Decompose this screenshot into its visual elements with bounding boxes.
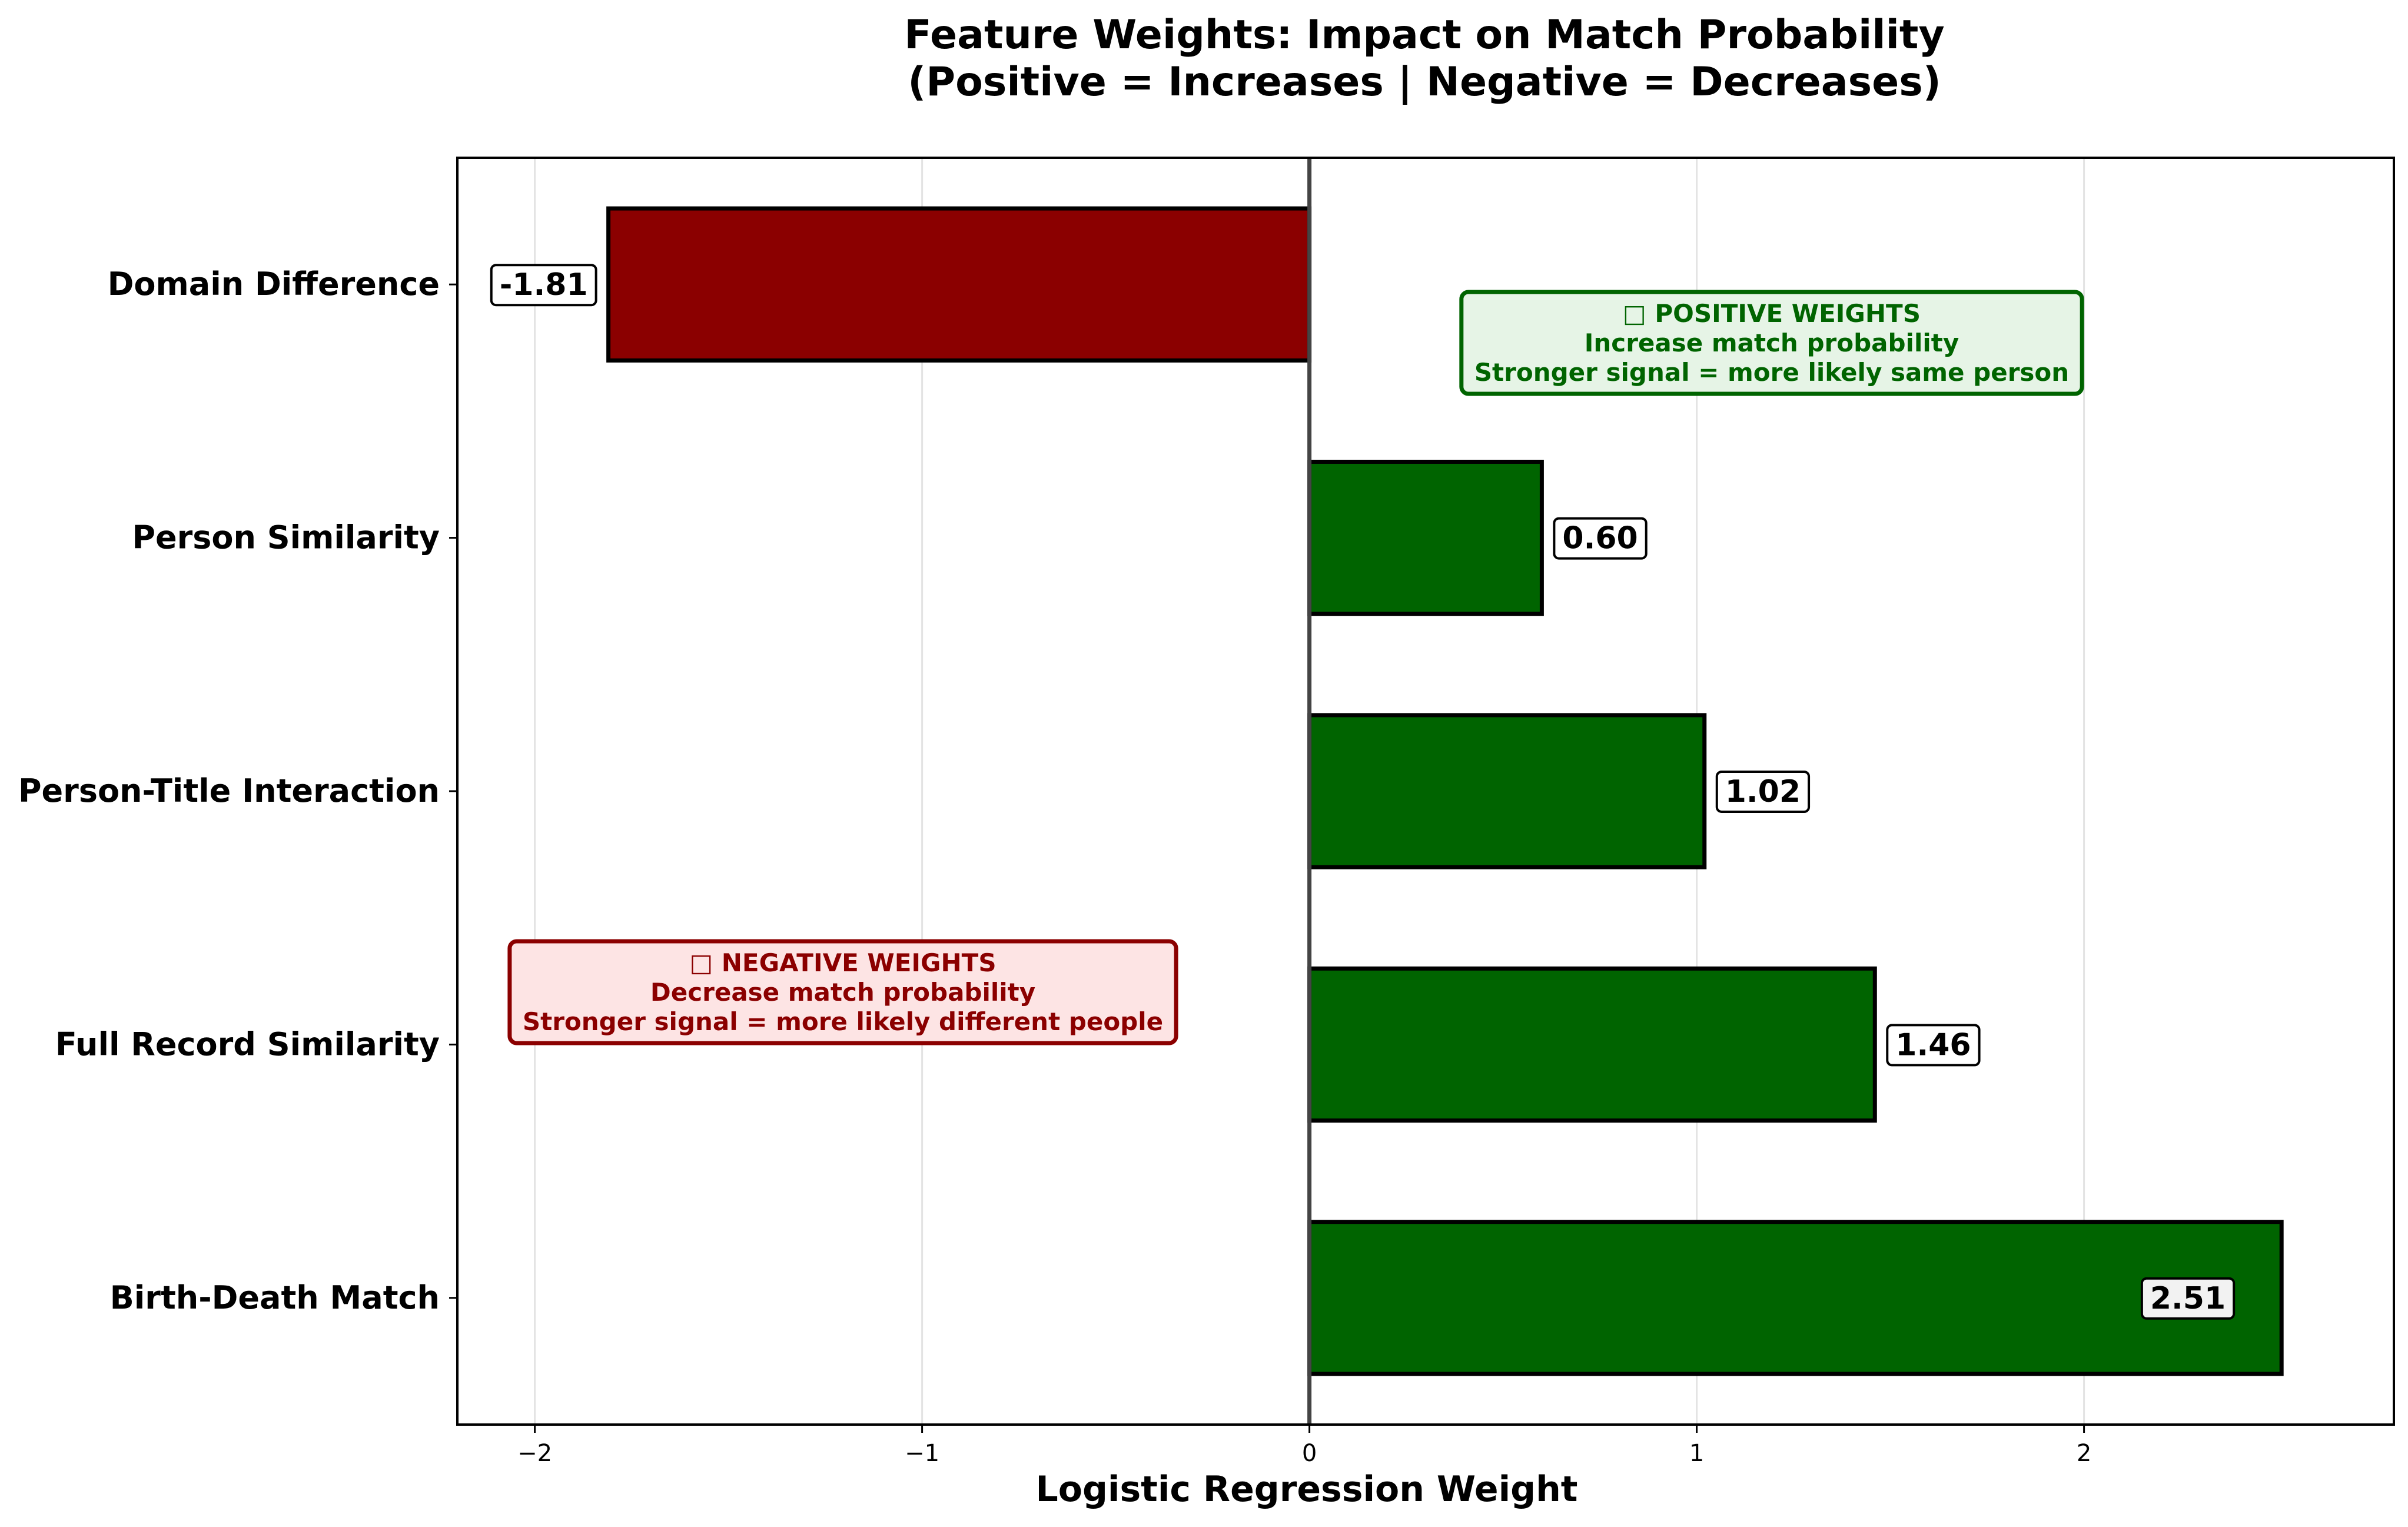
value-label-box [1553, 517, 1648, 560]
value-label: -1.81 [490, 264, 597, 307]
value-label-box [2140, 1277, 2236, 1320]
category-label: Birth-Death Match [110, 1279, 440, 1316]
chart-title: Feature Weights: Impact on Match Probabi… [904, 12, 1944, 58]
value-label-text: 1.46 [1895, 1027, 1971, 1063]
bar-full-record-similarity [1307, 966, 1877, 1123]
x-tick-label: −1 [905, 1440, 939, 1467]
x-tick-label: 0 [1302, 1440, 1317, 1467]
value-label-text: 2.51 [2150, 1281, 2226, 1316]
positive-weights-annotation-line: □ POSITIVE WEIGHTS [1623, 299, 1921, 328]
bar-person-title-interaction [1307, 713, 1707, 869]
value-label: 1.46 [1886, 1024, 1981, 1067]
category-label: Person-Title Interaction [18, 772, 440, 809]
value-label-box [1886, 1024, 1981, 1067]
chart-subtitle: (Positive = Increases | Negative = Decre… [908, 59, 1941, 105]
positive-weights-annotation-line: Stronger signal = more likely same perso… [1474, 358, 2069, 387]
value-label: 2.51 [2140, 1277, 2236, 1320]
positive-weights-annotation-line: Increase match probability [1585, 328, 1959, 357]
value-label-box [490, 264, 597, 307]
value-label: 1.02 [1715, 771, 1811, 813]
y-axis-categories: Domain Difference Person Similarity Person… [18, 265, 457, 1316]
bar-person-similarity [1307, 459, 1544, 616]
negative-weights-annotation-line: Decrease match probability [650, 978, 1035, 1007]
x-axis-label: Logistic Regression Weight [1036, 1469, 1578, 1510]
bar-birth-death-match [1307, 1220, 2284, 1376]
x-axis-ticks: −2 −1 0 1 2 [517, 1425, 2091, 1467]
x-tick-label: 2 [2077, 1440, 2091, 1467]
value-label-text: 1.02 [1725, 774, 1801, 809]
negative-weights-annotation-line: □ NEGATIVE WEIGHTS [689, 948, 996, 977]
category-label: Domain Difference [108, 265, 440, 303]
value-label-box [1715, 771, 1811, 813]
x-tick-label: 1 [1689, 1440, 1704, 1467]
positive-weights-annotation-box [1459, 290, 2084, 396]
value-label-text: -1.81 [500, 267, 588, 303]
x-tick-label: −2 [517, 1440, 552, 1467]
negative-weights-annotation-line: Stronger signal = more likely different … [523, 1007, 1163, 1036]
value-label-text: 0.60 [1562, 521, 1638, 556]
value-label: 0.60 [1553, 517, 1648, 560]
category-label: Full Record Similarity [55, 1025, 440, 1063]
negative-weights-annotation-box [507, 939, 1178, 1045]
value-labels: -1.81 0.60 1.02 1.46 2.51 [490, 264, 2236, 1320]
bar-domain-difference [606, 206, 1312, 363]
category-label: Person Similarity [132, 519, 440, 556]
